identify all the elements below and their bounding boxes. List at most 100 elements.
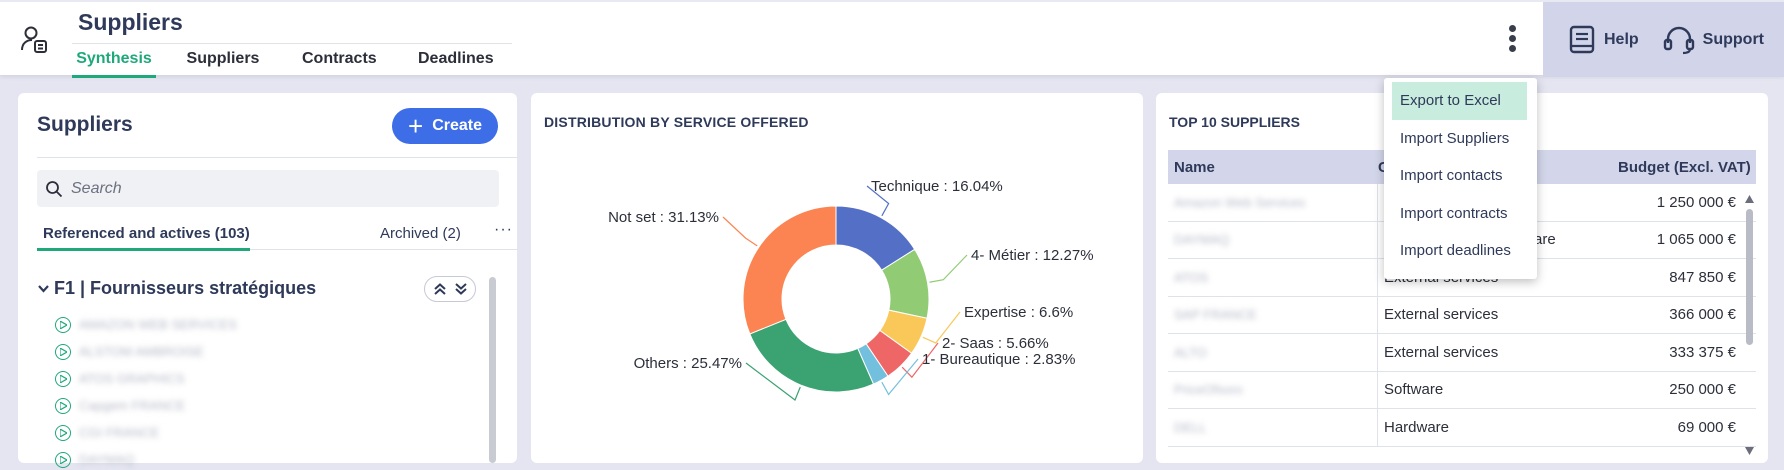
more-options-icon[interactable] <box>1500 22 1524 58</box>
supplier-category: External services <box>1384 306 1499 324</box>
subtab-underline <box>37 249 517 250</box>
create-button[interactable]: + Create <box>392 108 498 144</box>
chevron-down-icon[interactable] <box>37 282 50 295</box>
column-header-category[interactable]: C <box>1378 159 1618 176</box>
plus-icon: + <box>408 111 424 141</box>
list-item-label: Capgem FRANCE <box>79 398 186 413</box>
supplier-budget: 1 250 000 € <box>1656 193 1736 211</box>
search-input[interactable] <box>71 179 471 198</box>
list-item[interactable]: DAYMAQ <box>55 446 455 470</box>
column-header-budget[interactable]: Budget (Excl. VAT) <box>1618 158 1751 176</box>
slice-label: Expertise : 6.6% <box>964 304 1073 321</box>
list-item[interactable]: Capgem FRANCE <box>55 392 455 419</box>
list-item-label: AMAZON WEB SERVICES <box>79 317 237 332</box>
play-icon[interactable] <box>55 316 71 333</box>
play-icon[interactable] <box>55 370 71 387</box>
supplier-name: ALTO <box>1174 344 1207 360</box>
app-header: Suppliers Synthesis Suppliers Contracts … <box>0 0 1784 78</box>
table-row[interactable]: ALTO External services 333 375 € <box>1168 334 1756 372</box>
list-item[interactable]: ATOS GRAPHICS <box>55 365 455 392</box>
supplier-name: SAP FRANCE <box>1174 307 1257 323</box>
help-label: Help <box>1604 30 1639 48</box>
tab-deadlines[interactable]: Deadlines <box>418 50 494 67</box>
slice-label: Technique : 16.04% <box>871 178 1003 195</box>
leader-line <box>929 254 968 283</box>
supplier-name: DELL <box>1174 419 1207 435</box>
supplier-budget: 333 375 € <box>1669 343 1736 361</box>
scroll-down-icon[interactable] <box>1745 447 1754 455</box>
group-row[interactable]: F1 | Fournisseurs stratégiques <box>37 278 457 304</box>
help-support-area: Help Support <box>1543 2 1784 77</box>
leader-line <box>881 358 919 396</box>
distribution-panel: DISTRIBUTION BY SERVICE OFFERED Techniqu… <box>531 93 1143 463</box>
supplier-name: Amazon Web Services <box>1174 194 1306 210</box>
supplier-name: PriceOfsoro <box>1174 382 1243 398</box>
expand-collapse-buttons <box>424 276 476 302</box>
tab-synthesis[interactable]: Synthesis <box>72 44 156 78</box>
supplier-budget: 366 000 € <box>1669 306 1736 324</box>
suppliers-panel-title: Suppliers <box>37 113 133 136</box>
divider <box>37 157 517 158</box>
create-label: Create <box>432 117 482 134</box>
tab-suppliers[interactable]: Suppliers <box>186 50 260 67</box>
slice-label: 2- Saas : 5.66% <box>942 335 1049 352</box>
donut-slice[interactable] <box>742 205 837 335</box>
top10-title: TOP 10 SUPPLIERS <box>1169 114 1300 130</box>
supplier-budget: 250 000 € <box>1669 381 1736 399</box>
supplier-category: External services <box>1384 343 1499 361</box>
scrollbar[interactable] <box>1745 195 1754 455</box>
scrollbar[interactable] <box>489 277 496 463</box>
tab-contracts[interactable]: Contracts <box>302 50 377 67</box>
list-item[interactable]: AMAZON WEB SERVICES <box>55 311 455 338</box>
leader-line <box>866 185 890 217</box>
group-title: F1 | Fournisseurs stratégiques <box>54 278 317 298</box>
more-tabs-icon[interactable]: ··· <box>494 221 513 238</box>
donut-chart: Technique : 16.04% 4- Métier : 12.27% Expe… <box>608 178 1094 401</box>
list-item[interactable]: CGI FRANCE <box>55 419 455 446</box>
supplier-category: Software <box>1384 381 1444 399</box>
tab-referenced-actives[interactable]: Referenced and actives (103) <box>37 225 250 251</box>
scroll-up-icon[interactable] <box>1745 195 1754 203</box>
list-item-label: CGI FRANCE <box>79 425 160 440</box>
play-icon[interactable] <box>55 451 71 468</box>
menu-item-import-contacts[interactable]: Import contacts <box>1400 167 1503 185</box>
column-header-name[interactable]: Name <box>1174 158 1215 176</box>
menu-item-import-suppliers[interactable]: Import Suppliers <box>1400 129 1510 147</box>
help-button[interactable]: Help <box>1568 25 1639 55</box>
list-item-label: ALSTOM AMBROISE <box>79 344 204 359</box>
nav-tabs: Synthesis Suppliers Contracts Deadlines <box>72 43 512 78</box>
leader-line <box>901 342 939 379</box>
slice-label: 1- Bureautique : 2.83% <box>922 351 1075 368</box>
leader-line <box>722 216 758 247</box>
leader-line <box>745 362 801 401</box>
tab-archived[interactable]: Archived (2) <box>380 225 461 242</box>
list-item[interactable]: ALSTOM AMBROISE <box>55 338 455 365</box>
play-icon[interactable] <box>55 343 71 360</box>
list-item-label: DAYMAQ <box>79 452 135 467</box>
donut-slice[interactable] <box>749 318 875 393</box>
table-row[interactable]: PriceOfsoro Software 250 000 € <box>1168 371 1756 409</box>
supplier-category: Hardware <box>1384 418 1450 436</box>
supplier-status-tabs: Referenced and actives (103) Archived (2… <box>37 221 517 251</box>
menu-item-import-deadlines[interactable]: Import deadlines <box>1400 242 1511 260</box>
play-icon[interactable] <box>55 424 71 441</box>
play-icon[interactable] <box>55 397 71 414</box>
support-button[interactable]: Support <box>1663 25 1764 55</box>
menu-item-export-excel[interactable]: Export to Excel <box>1392 82 1527 120</box>
expand-all-icon[interactable] <box>454 282 468 296</box>
slice-label: Not set : 31.13% <box>608 209 719 226</box>
scrollbar-thumb[interactable] <box>1746 209 1753 345</box>
search-icon <box>46 180 63 197</box>
collapse-all-icon[interactable] <box>433 282 447 296</box>
supplier-name: ATOS <box>1174 269 1209 285</box>
headset-icon <box>1663 26 1694 54</box>
slice-label: Others : 25.47% <box>634 355 742 372</box>
table-row[interactable]: SAP FRANCE External services 366 000 € <box>1168 296 1756 334</box>
slice-label: 4- Métier : 12.27% <box>971 247 1094 264</box>
book-icon <box>1569 25 1595 53</box>
supplier-budget: 847 850 € <box>1669 268 1736 286</box>
table-row[interactable]: DELL Hardware 69 000 € <box>1168 409 1756 447</box>
menu-item-import-contracts[interactable]: Import contracts <box>1400 204 1508 222</box>
supplier-budget: 69 000 € <box>1677 418 1736 436</box>
search-box <box>37 170 499 207</box>
